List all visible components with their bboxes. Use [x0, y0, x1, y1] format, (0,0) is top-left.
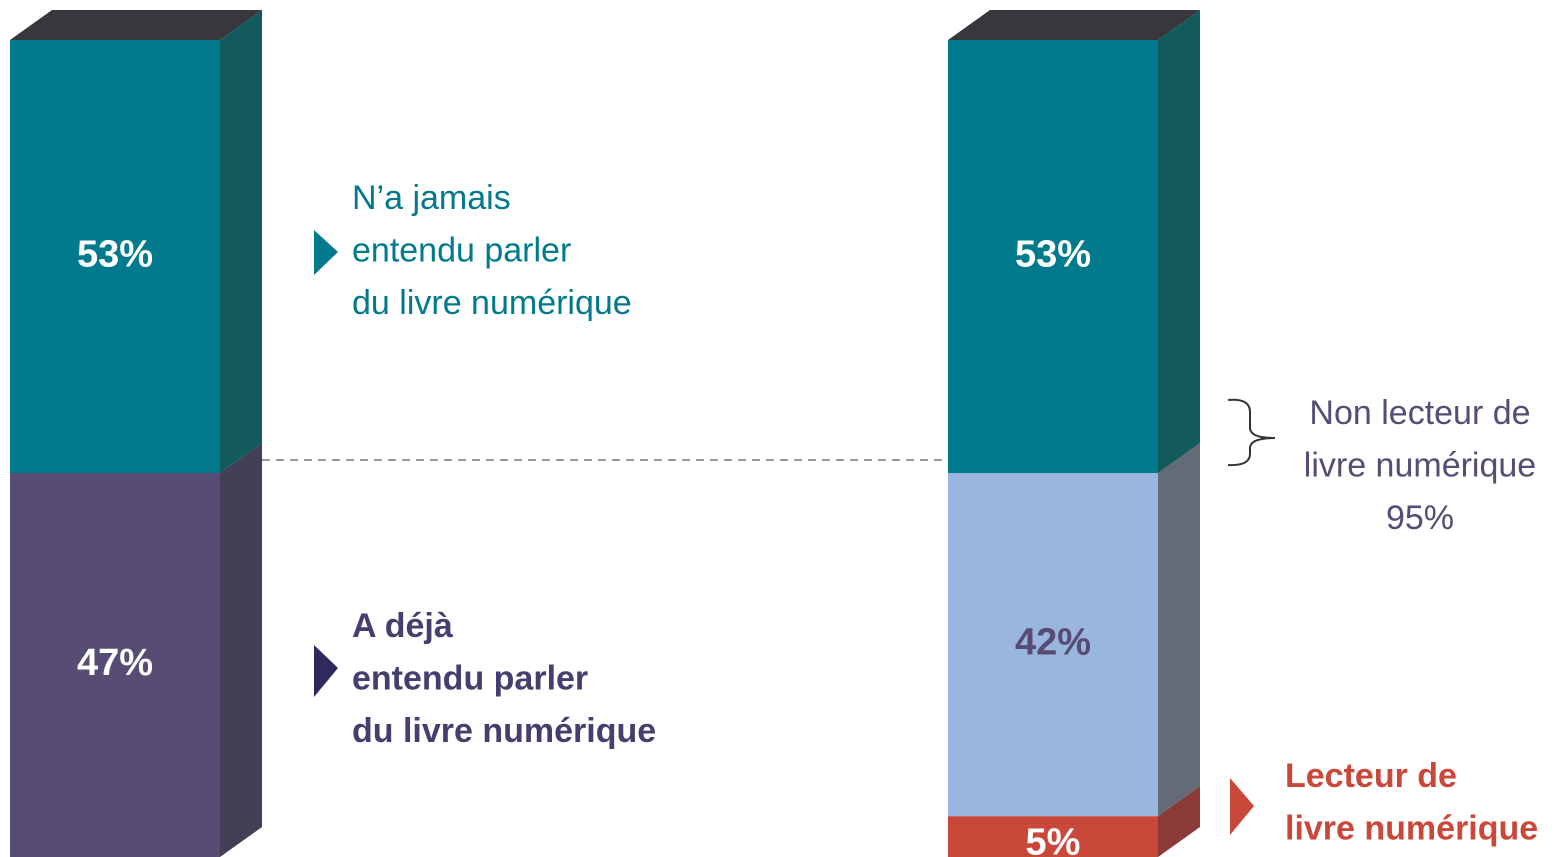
annotation: 95% [1386, 499, 1454, 537]
bar-top [10, 10, 262, 40]
value-label: 42% [1015, 622, 1091, 664]
annotation: N’a jamais [352, 179, 511, 217]
value-label: 5% [1026, 822, 1081, 857]
brace [1227, 398, 1276, 467]
bar [10, 40, 220, 474]
arrow [314, 645, 338, 697]
annotation: du livre numérique [352, 712, 656, 750]
value-label: 53% [77, 234, 153, 276]
annotation: livre numérique [1285, 809, 1538, 847]
bar-side [220, 10, 262, 474]
arrow [1230, 778, 1254, 835]
value-label: 53% [1015, 234, 1091, 276]
annotation: du livre numérique [352, 284, 632, 322]
annotation: entendu parler [352, 231, 571, 269]
bar-side [1158, 443, 1200, 817]
bar-side [220, 443, 262, 857]
annotation: Lecteur de [1285, 757, 1457, 795]
bar [948, 40, 1158, 474]
bar [948, 816, 1158, 857]
value-label: 47% [77, 642, 153, 684]
annotation: entendu parler [352, 659, 588, 697]
annotation: Non lecteur de [1309, 394, 1530, 432]
bar [948, 473, 1158, 817]
annotation: livre numérique [1304, 446, 1536, 484]
bar-side [1158, 10, 1200, 474]
annotation: A déjà [352, 607, 453, 645]
bar-top [948, 10, 1200, 40]
arrow [314, 230, 338, 275]
bar [10, 473, 220, 857]
bar-side [1158, 786, 1200, 857]
